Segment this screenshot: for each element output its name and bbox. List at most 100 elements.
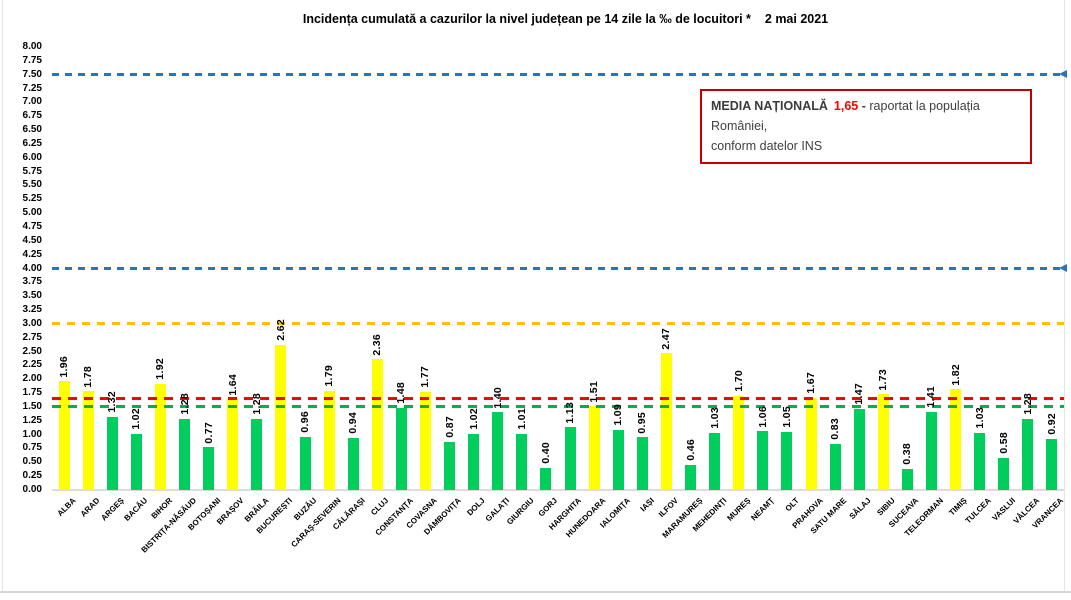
reference-line-1.65 <box>52 397 1064 401</box>
bar-value-label: 1.47 <box>853 382 866 405</box>
image-bottom-border <box>0 591 1071 593</box>
bar-value-label: 1.09 <box>612 404 625 426</box>
y-axis-tick-label: 0.75 <box>22 442 42 454</box>
bar-value-label: 0.87 <box>443 416 456 438</box>
x-axis-label-neamț: NEAMȚ <box>749 496 777 523</box>
annotation-value: 1,65 <box>833 99 859 113</box>
bar-maramureș <box>685 464 697 490</box>
bar-dolj <box>468 433 480 490</box>
x-axis-label-sălaj: SĂLAJ <box>847 496 873 521</box>
bar-cluj <box>371 359 383 490</box>
bar-value-label: 1.41 <box>925 386 938 408</box>
chart-title-text: Incidența cumulată a cazurilor la nivel … <box>302 12 751 26</box>
bar-vaslui <box>998 457 1010 490</box>
y-axis-tick-label: 3.50 <box>22 290 42 302</box>
bar-value-label: 0.96 <box>299 411 311 433</box>
bar-value-label: 1.03 <box>708 407 721 429</box>
bar-timiș <box>950 389 962 490</box>
bar-value-label: 1.28 <box>1021 393 1034 416</box>
bar-value-label: 0.94 <box>347 412 360 434</box>
y-axis-tick-label: 2.75 <box>22 331 42 343</box>
bar-dâmbovița <box>444 441 456 490</box>
bar-value-label: 1.51 <box>588 380 601 403</box>
bar-value-label: 1.48 <box>395 382 408 405</box>
bar-bacău <box>130 433 142 490</box>
bar-prahova <box>805 397 817 490</box>
bar-sibiu <box>877 394 889 490</box>
bar-value-label: 1.32 <box>106 391 119 413</box>
national-average-annotation: MEDIA NAȚIONALĂ 1,65 - raportat la popula… <box>700 89 1032 164</box>
bar-value-label: 2.62 <box>274 319 287 341</box>
bar-buzău <box>299 436 311 490</box>
y-axis-tick-label: 7.75 <box>22 54 42 66</box>
y-axis-tick-label: 4.50 <box>22 234 42 246</box>
y-axis-tick-label: 0.25 <box>22 470 42 482</box>
bar-value-label: 1.92 <box>154 358 167 380</box>
bar-value-label: 2.36 <box>371 333 384 356</box>
bar-gorj <box>540 467 552 490</box>
bar-alba <box>58 381 70 490</box>
bar-mureș <box>733 395 745 490</box>
bar-ilfov <box>660 353 672 490</box>
bar-suceava <box>901 468 913 490</box>
bar-tulcea <box>974 432 986 490</box>
x-axis-label-bacău: BACĂU <box>122 496 150 523</box>
bar-bistrița-năsăud <box>179 419 191 490</box>
bar-value-label: 1.02 <box>130 407 143 430</box>
bar-value-label: 1.79 <box>323 365 336 387</box>
chart-title: Incidența cumulată a cazurilor la nivel … <box>60 12 1071 26</box>
annotation-separator: - <box>861 99 866 113</box>
bar-arad <box>82 391 94 490</box>
y-axis-tick-label: 3.25 <box>22 304 42 316</box>
reference-line-7.50 <box>52 70 1067 79</box>
bar-value-label: 0.95 <box>636 411 649 434</box>
bar-value-label: 0.38 <box>901 443 914 465</box>
bar-value-label: 1.77 <box>419 366 432 388</box>
y-axis-tick-label: 8.00 <box>22 41 42 52</box>
y-axis-tick-label: 2.00 <box>22 373 42 385</box>
bar-bihor <box>154 383 166 490</box>
bar-value-label: 1.78 <box>82 365 95 388</box>
bar-value-label: 0.58 <box>997 432 1010 454</box>
bar-value-label: 1.67 <box>805 371 817 394</box>
bar-value-label: 1.28 <box>250 393 263 416</box>
bar-value-label: 1.64 <box>226 373 239 396</box>
bar-value-label: 1.73 <box>877 368 890 391</box>
y-axis-tick-label: 0.50 <box>22 456 42 468</box>
y-axis-tick-label: 3.00 <box>22 317 42 329</box>
bar-covasna <box>419 392 431 490</box>
bar-brăila <box>251 419 263 490</box>
x-axis-label-mureș: MUREȘ <box>725 496 753 523</box>
bar-botoșani <box>203 447 215 490</box>
y-axis-tick-label: 7.50 <box>22 68 42 80</box>
x-axis-label-cluj: CLUJ <box>369 496 391 518</box>
bar-value-label: 2.47 <box>660 327 673 350</box>
reference-line-3.00 <box>52 322 1064 326</box>
y-axis-tick-label: 1.50 <box>22 400 42 412</box>
y-axis-tick-label: 2.50 <box>22 345 42 357</box>
y-axis-tick-label: 6.25 <box>22 137 42 149</box>
y-axis-tick-label: 6.75 <box>22 110 42 122</box>
bar-value-label: 0.46 <box>684 438 697 461</box>
bar-brașov <box>227 399 239 490</box>
bar-constanța <box>395 408 407 490</box>
bar-value-label: 1.05 <box>780 406 793 428</box>
y-axis-tick-label: 5.00 <box>22 207 42 219</box>
bar-harghita <box>564 427 576 490</box>
bar-value-label: 1.03 <box>973 407 986 429</box>
x-axis-line <box>52 489 1064 491</box>
bar-value-label: 1.01 <box>515 408 528 431</box>
bar-value-label: 0.40 <box>539 442 552 464</box>
y-axis-tick-label: 4.00 <box>22 262 42 274</box>
bar-călărași <box>347 437 359 490</box>
bar-neamț <box>757 431 769 490</box>
bar-bucurești <box>275 344 287 490</box>
image-right-border <box>1064 0 1065 592</box>
y-axis-tick-label: 7.25 <box>22 82 42 94</box>
bar-teleorman <box>925 411 937 490</box>
bar-value-label: 1.28 <box>178 393 191 416</box>
y-axis-tick-label: 5.75 <box>22 165 42 177</box>
x-axis-label-sibiu: SIBIU <box>875 496 897 518</box>
x-axis-label-tulcea: TULCEA <box>963 496 994 526</box>
y-axis-tick-label: 7.00 <box>22 96 42 108</box>
